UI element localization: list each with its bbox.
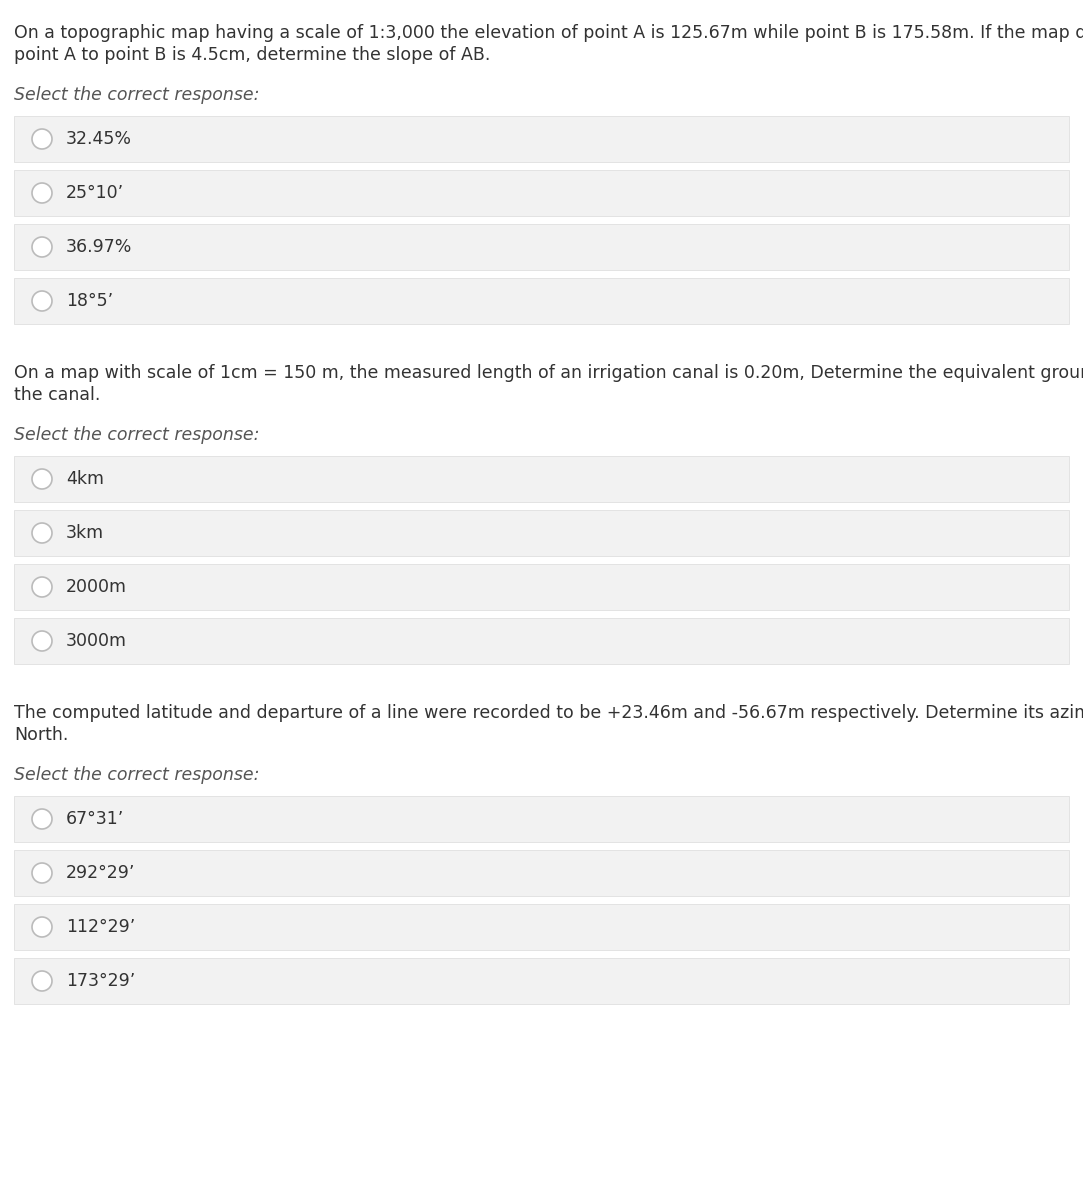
Circle shape [32,523,52,542]
Text: On a map with scale of 1cm = 150 m, the measured length of an irrigation canal i: On a map with scale of 1cm = 150 m, the … [14,364,1083,382]
Text: 292°29’: 292°29’ [66,864,135,882]
Text: Select the correct response:: Select the correct response: [14,86,260,104]
Text: 67°31’: 67°31’ [66,810,125,828]
Text: 173°29’: 173°29’ [66,972,135,990]
FancyBboxPatch shape [14,224,1069,270]
FancyBboxPatch shape [14,618,1069,664]
FancyBboxPatch shape [14,116,1069,162]
Text: The computed latitude and departure of a line were recorded to be +23.46m and -5: The computed latitude and departure of a… [14,704,1083,722]
Circle shape [32,182,52,203]
Text: 36.97%: 36.97% [66,238,132,256]
Circle shape [32,809,52,829]
FancyBboxPatch shape [14,564,1069,610]
Text: 32.45%: 32.45% [66,130,132,148]
FancyBboxPatch shape [14,904,1069,950]
Circle shape [32,631,52,650]
Text: Select the correct response:: Select the correct response: [14,426,260,444]
FancyBboxPatch shape [14,170,1069,216]
FancyBboxPatch shape [14,278,1069,324]
Text: 3km: 3km [66,524,104,542]
Circle shape [32,971,52,991]
FancyBboxPatch shape [14,958,1069,1004]
Text: North.: North. [14,726,68,744]
Text: the canal.: the canal. [14,386,101,404]
FancyBboxPatch shape [14,510,1069,556]
Text: 112°29’: 112°29’ [66,918,135,936]
Text: 2000m: 2000m [66,578,127,596]
FancyBboxPatch shape [14,796,1069,842]
Circle shape [32,469,52,490]
Text: 25°10’: 25°10’ [66,184,125,202]
Circle shape [32,236,52,257]
Text: Select the correct response:: Select the correct response: [14,766,260,784]
Circle shape [32,577,52,596]
FancyBboxPatch shape [14,850,1069,896]
Text: point A to point B is 4.5cm, determine the slope of AB.: point A to point B is 4.5cm, determine t… [14,46,491,64]
Text: 3000m: 3000m [66,632,127,650]
Circle shape [32,863,52,883]
Text: 18°5’: 18°5’ [66,292,113,310]
Circle shape [32,917,52,937]
FancyBboxPatch shape [14,456,1069,502]
Circle shape [32,290,52,311]
Text: On a topographic map having a scale of 1:3,000 the elevation of point A is 125.6: On a topographic map having a scale of 1… [14,24,1083,42]
Text: 4km: 4km [66,470,104,488]
Circle shape [32,128,52,149]
